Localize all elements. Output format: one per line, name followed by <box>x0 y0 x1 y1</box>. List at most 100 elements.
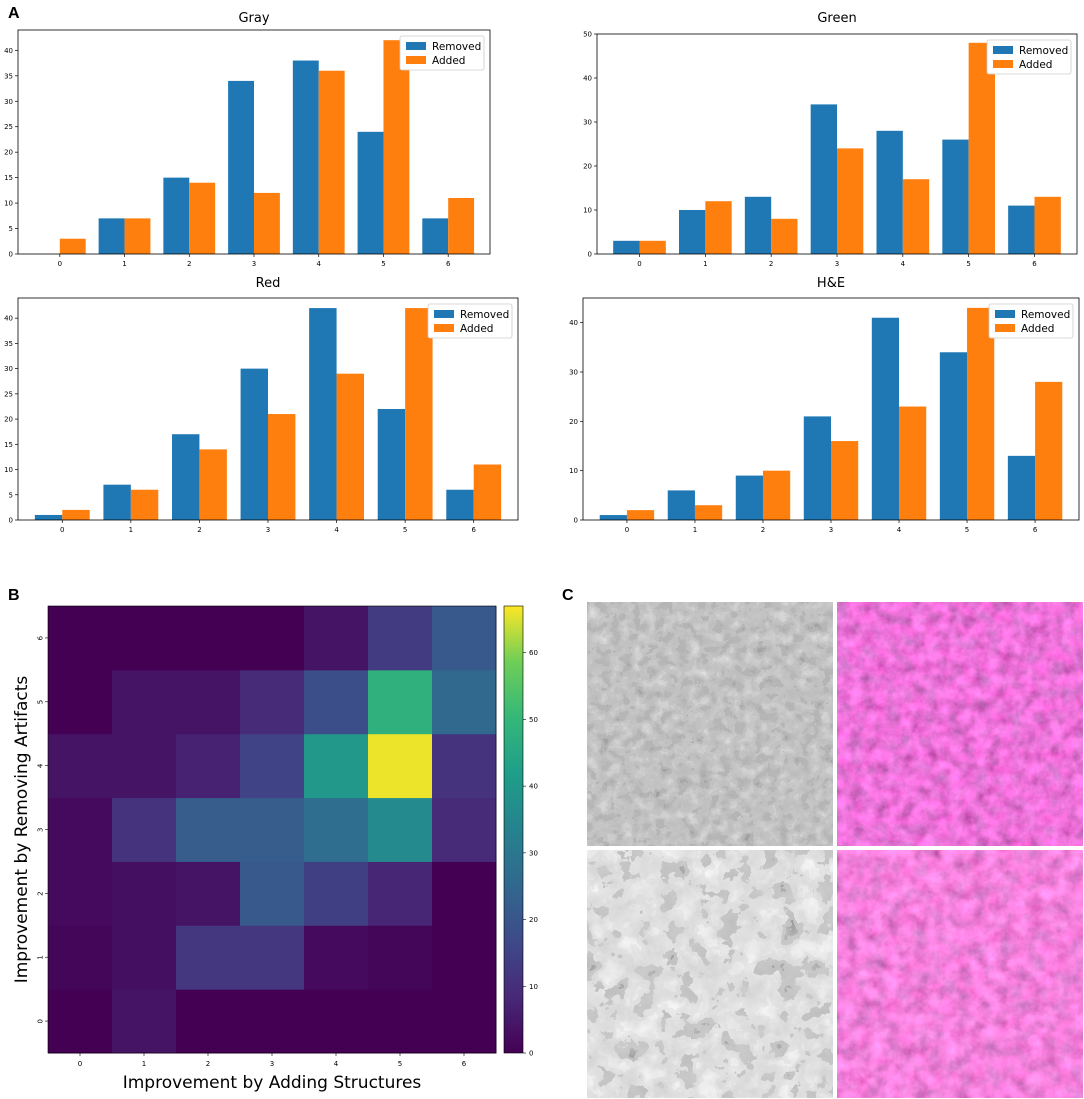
legend-swatch-added <box>993 60 1013 68</box>
bar-added-6 <box>448 198 475 254</box>
legend-label-added: Added <box>460 323 493 335</box>
heatmap-x-axis-label: Improvement by Adding Structures <box>123 1073 422 1093</box>
bar-removed-6 <box>422 218 449 254</box>
heatmap-cell-2-4 <box>304 861 369 926</box>
bar-added-1 <box>130 489 159 520</box>
bar-added-3 <box>831 441 859 520</box>
legend-label-removed: Removed <box>1019 45 1068 57</box>
bar-removed-3 <box>810 104 837 255</box>
bar-removed-2 <box>735 475 763 520</box>
bar-added-0 <box>62 509 90 520</box>
y-tick-label: 10 <box>4 466 13 474</box>
x-tick-label: 1 <box>693 526 697 534</box>
x-tick-label: 2 <box>187 260 191 268</box>
x-tick-label: 5 <box>965 526 969 534</box>
heatmap-x-tick-label: 4 <box>334 1060 339 1068</box>
heatmap-cell-4-6 <box>432 733 497 799</box>
legend-swatch-removed <box>995 310 1015 318</box>
y-tick-label: 40 <box>583 75 592 83</box>
heatmap-cell-6-0 <box>48 606 113 671</box>
heatmap-cell-0-3 <box>240 989 305 1054</box>
x-tick-label: 5 <box>403 526 407 534</box>
y-tick-label: 15 <box>4 441 13 449</box>
bar-removed-1 <box>103 484 131 520</box>
heatmap-x-tick-label: 0 <box>78 1060 82 1068</box>
heatmap-cell-3-2 <box>176 797 241 862</box>
bar-removed-6 <box>446 489 474 520</box>
heatmap-cell-5-2 <box>176 669 241 735</box>
bar-removed-0 <box>599 515 627 520</box>
x-tick-label: 4 <box>334 526 339 534</box>
heatmap-cell-3-1 <box>112 797 177 862</box>
bar-chart-red: Red 0 5 10 15 20 25 30 35 40 0 1 2 3 4 5 6 Removed Added <box>4 276 519 534</box>
bar-removed-5 <box>942 139 969 254</box>
bar-added-2 <box>199 449 227 520</box>
y-tick-label: 20 <box>569 418 578 426</box>
bar-removed-2 <box>744 196 772 254</box>
bar-removed-6 <box>1008 205 1035 254</box>
heatmap-cell-2-6 <box>432 861 497 926</box>
y-tick-label: 5 <box>9 225 13 233</box>
legend-swatch-removed <box>406 42 426 50</box>
legend-label-added: Added <box>1021 323 1054 335</box>
bar-removed-5 <box>357 131 384 254</box>
colorbar <box>503 605 524 1054</box>
y-tick-label: 30 <box>4 98 13 106</box>
heatmap-cell-3-5 <box>368 797 433 862</box>
heatmap-cell-4-2 <box>176 733 241 799</box>
colorbar-tick-label: 40 <box>529 783 538 791</box>
heatmap-y-tick-label: 2 <box>37 891 45 895</box>
heatmap-cell-6-1 <box>112 606 177 671</box>
x-tick-label: 3 <box>266 526 270 534</box>
bar-removed-0 <box>613 240 640 254</box>
x-tick-label: 0 <box>60 526 64 534</box>
bar-added-5 <box>405 308 433 520</box>
heatmap-y-tick-label: 5 <box>37 700 45 704</box>
x-tick-label: 6 <box>446 260 451 268</box>
y-tick-label: 40 <box>4 47 13 55</box>
x-tick-label: 0 <box>625 526 629 534</box>
heatmap-y-tick-label: 0 <box>37 1019 45 1023</box>
y-tick-label: 10 <box>583 207 592 215</box>
bar-removed-0 <box>34 514 63 520</box>
y-tick-label: 10 <box>569 467 578 475</box>
heatmap-x-tick-label: 6 <box>462 1060 467 1068</box>
bar-removed-3 <box>228 80 254 254</box>
legend-label-added: Added <box>432 55 465 67</box>
x-tick-label: 1 <box>122 260 126 268</box>
x-tick-label: 2 <box>761 526 765 534</box>
y-tick-label: 25 <box>4 123 13 131</box>
legend-swatch-removed <box>993 46 1013 54</box>
bar-removed-1 <box>667 490 695 520</box>
heatmap-cell-3-4 <box>304 797 369 862</box>
bar-added-4 <box>336 373 364 520</box>
heatmap-y-tick-label: 1 <box>37 955 45 959</box>
bar-chart-green: Green 0 10 20 30 40 50 0 1 2 3 4 5 6 Removed Added <box>583 11 1078 268</box>
y-tick-label: 20 <box>4 416 13 424</box>
heatmap-x-tick-label: 5 <box>398 1060 402 1068</box>
y-tick-label: 5 <box>9 491 13 499</box>
heatmap-cell-6-4 <box>304 606 369 671</box>
bar-added-4 <box>902 179 930 254</box>
y-tick-label: 35 <box>4 340 13 348</box>
y-tick-label: 30 <box>583 119 592 127</box>
bar-added-2 <box>762 470 791 520</box>
bar-added-4 <box>899 406 927 520</box>
panel-letter-a: A <box>8 5 20 22</box>
heatmap-cell-5-5 <box>368 669 433 735</box>
heatmap-cell-1-6 <box>432 925 497 990</box>
heatmap-cell-1-0 <box>48 925 113 990</box>
bar-added-1 <box>705 201 732 254</box>
y-tick-label: 0 <box>574 517 578 525</box>
y-tick-label: 0 <box>9 251 13 259</box>
x-tick-label: 2 <box>769 260 773 268</box>
bar-added-6 <box>1034 196 1061 254</box>
bar-removed-1 <box>679 210 706 254</box>
bar-added-1 <box>124 218 151 254</box>
y-tick-label: 20 <box>583 163 592 171</box>
heatmap-cell-4-1 <box>112 733 177 799</box>
heatmap-cell-0-6 <box>432 989 497 1054</box>
x-tick-label: 3 <box>252 260 256 268</box>
heatmap-y-tick-label: 4 <box>37 763 45 768</box>
bar-removed-5 <box>377 409 406 520</box>
